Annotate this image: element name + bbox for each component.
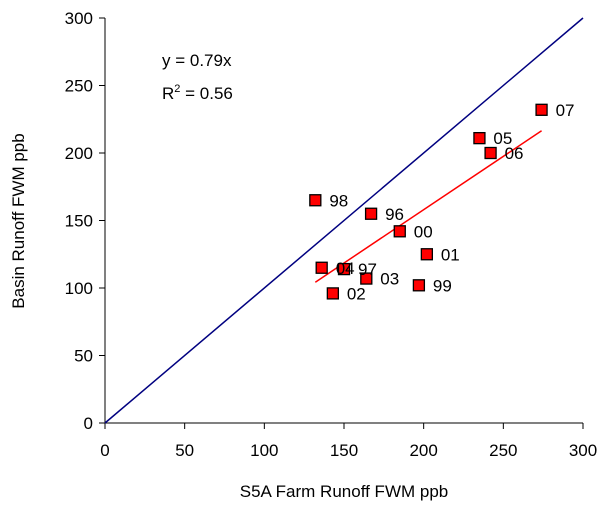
data-point-label: 97: [358, 260, 377, 279]
data-point-label: 07: [556, 101, 575, 120]
axes: [99, 17, 584, 429]
x-tick-label: 50: [175, 441, 194, 460]
y-tick-label: 300: [65, 9, 93, 28]
tick-labels: 0 50 100 150 200 250 3000501001502002503009697…: [65, 9, 598, 460]
data-point: [309, 194, 322, 207]
data-point-label: 04: [336, 259, 355, 278]
data-point: [393, 225, 406, 238]
r-squared-exponent: 2: [174, 83, 180, 95]
y-tick-label: 50: [74, 347, 93, 366]
y-tick-label: 200: [65, 144, 93, 163]
data-point-label: 00: [414, 222, 433, 241]
data-point-label: 02: [347, 284, 366, 303]
r-squared-prefix: R: [162, 84, 174, 103]
data-point-label: 99: [433, 276, 452, 295]
data-point: [326, 287, 339, 300]
x-tick-label: 150: [330, 441, 358, 460]
data-point: [360, 272, 373, 285]
one-to-one-line: [104, 17, 584, 424]
y-tick-label: 0: [84, 414, 93, 433]
x-tick-label: 250: [489, 441, 517, 460]
data-point-label: 98: [329, 191, 348, 210]
r-squared-annotation: R2 = 0.56: [162, 83, 233, 103]
data-point: [420, 248, 434, 261]
data-point: [337, 262, 351, 276]
data-point: [473, 131, 486, 145]
data-point: [484, 146, 497, 160]
x-tick-label: 300: [569, 441, 597, 460]
x-tick-label: 0: [100, 441, 109, 460]
x-axis-title: S5A Farm Runoff FWM ppb: [240, 482, 448, 501]
data-point: [315, 261, 328, 274]
data-marks: [104, 17, 584, 424]
y-tick-label: 250: [65, 77, 93, 96]
data-point-label: 03: [380, 270, 399, 289]
x-tick-label: 200: [409, 441, 437, 460]
data-point-label: 01: [441, 245, 460, 264]
data-point-label: 06: [505, 144, 524, 163]
y-tick-label: 100: [65, 279, 93, 298]
data-point: [535, 103, 548, 116]
y-axis-title: Basin Runoff FWM ppb: [9, 133, 28, 308]
data-point: [412, 279, 426, 292]
data-point-label: 05: [493, 129, 512, 148]
x-tick-label: 100: [250, 441, 278, 460]
y-tick-label: 150: [65, 212, 93, 231]
data-point: [364, 207, 378, 220]
data-point-label: 96: [385, 205, 404, 224]
trendline: [314, 130, 542, 283]
r-squared-suffix: = 0.56: [180, 84, 232, 103]
trendline-equation: y = 0.79x: [162, 51, 232, 70]
